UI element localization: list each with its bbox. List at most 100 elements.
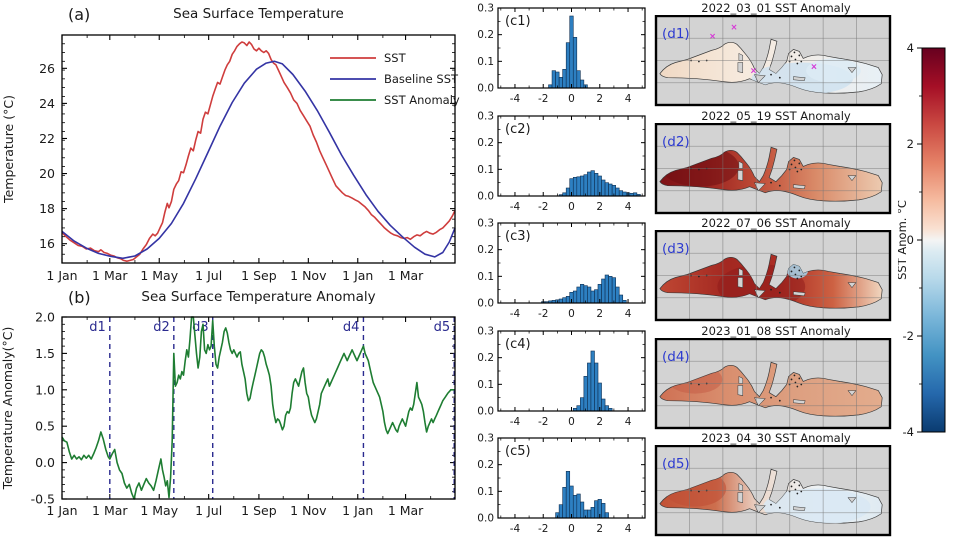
svg-c3-ytick: 0.0	[477, 298, 494, 310]
svg-c1-xtick: 4	[625, 93, 632, 105]
svg-c3-bar	[565, 296, 571, 304]
svg-b-ytick: 1.0	[35, 382, 55, 397]
svg-c3-bar	[615, 286, 620, 304]
svg-d1-island	[793, 76, 806, 81]
svg-c4-xtick: 4	[625, 416, 632, 428]
panel-b-anomaly-chart: Sea Surface Temperature Anomaly (b) Temper…	[0, 287, 462, 538]
svg-d1-panel-label: (d1)	[662, 26, 690, 42]
map-panel-d5: 2023_04_30 SST Anomaly (d5)	[654, 430, 898, 538]
svg-c4-ytick: 0.0	[477, 405, 494, 417]
svg-d3-island	[847, 282, 857, 289]
svg-b-ylabel: Temperature Anomaly(°C)	[0, 327, 15, 491]
svg-c5-bar	[590, 507, 595, 519]
colorbar: 4 2 0 -2 -4 SST Anom. °C	[898, 41, 946, 439]
svg-c4-bar	[580, 397, 585, 412]
svg-c4-xtick: -4	[510, 416, 521, 428]
svg-a-ytick: 26	[39, 61, 55, 76]
svg-a-ytick: 16	[39, 236, 55, 251]
svg-c1-bar	[551, 70, 556, 89]
svg-c2-xtick: 4	[625, 201, 632, 213]
svg-d2-island	[737, 169, 744, 181]
svg-c2-bar	[590, 169, 595, 196]
event-label-d5: d5	[434, 320, 451, 335]
event-label-d1: d1	[89, 320, 106, 335]
svg-a-ytick: 18	[39, 201, 55, 216]
svg-c3-bar	[562, 297, 567, 304]
svg-c4-bar	[576, 405, 581, 412]
svg-c2-panel-label: (c2)	[505, 122, 531, 137]
svg-b-ytick: 1.5	[35, 346, 55, 361]
svg-a-ylabel: Temperature (°C)	[1, 95, 16, 204]
svg-c1-bar	[576, 70, 581, 89]
svg-c1-xtick: 2	[596, 93, 603, 105]
svg-d5-island	[847, 497, 857, 504]
svg-b-ytick: 0.0	[35, 455, 55, 470]
baseline-sst-line	[61, 60, 456, 260]
histogram-c1: -4 -2 0 2 4 0.0 0.1 0.2 0.3 (c1)	[477, 3, 646, 105]
map-panel-d2: 2022_05_19 SST Anomaly (d2)	[654, 108, 898, 216]
map-panel-d4: 2023_01_08 SST Anomaly (d4)	[654, 323, 898, 431]
legend-label-sst: SST	[384, 51, 407, 65]
svg-c3-bar	[604, 274, 609, 304]
svg-c5-bar	[587, 510, 592, 519]
svg-d1-marker-x	[710, 33, 716, 39]
histogram-column: -4 -2 0 2 4 0.0 0.1 0.2 0.3 (c1) -4 -2 0 2 4 0.0 0.1 0.2…	[462, 0, 654, 538]
svg-c5-xtick: 4	[625, 523, 632, 535]
svg-c2-xtick: 2	[596, 201, 603, 213]
svg-c2-bar	[618, 189, 624, 196]
svg-c4-bar	[587, 362, 592, 412]
svg-c2-bar	[587, 171, 592, 196]
svg-c5-ytick: 0.3	[477, 433, 494, 445]
sst-anomaly-line-chart: Sea Surface Temperature Anomaly (b) Temper…	[0, 288, 456, 518]
svg-c1-xtick: -2	[538, 93, 548, 105]
colorbar-tick: -2	[903, 329, 914, 343]
svg-a-panel-label: (a)	[68, 5, 90, 24]
svg-d3-frame	[654, 230, 892, 322]
svg-c3-bar	[608, 276, 613, 304]
colorbar-label: SST Anom. °C	[898, 200, 909, 280]
svg-a-xtick: 1 Jan	[46, 268, 77, 283]
svg-c3-xtick: -2	[538, 308, 548, 320]
svg-c2-bar	[576, 176, 581, 196]
svg-c5-bar	[572, 495, 578, 519]
panel-a-sst-chart: Sea Surface Temperature (a) Temperature (°…	[0, 0, 462, 287]
svg-b-xtick: 1 Mar	[388, 503, 424, 518]
svg-c1-bar	[562, 69, 567, 89]
colorbar-tick: -4	[903, 425, 914, 439]
svg-c1-ytick: 0.1	[477, 56, 494, 68]
svg-d3-island	[793, 291, 806, 297]
svg-c4-xtick: -2	[538, 416, 548, 428]
map-panel-d1: 2022_03_01 SST Anomaly (d1)	[654, 0, 898, 108]
svg-c3-bar	[590, 290, 595, 304]
svg-c1-ytick: 0.2	[477, 29, 494, 41]
svg-c1-ytick: 0.0	[477, 83, 494, 95]
svg-c2-bar	[594, 172, 599, 196]
svg-c4-bar	[583, 375, 588, 412]
svg-c1-xtick: 0	[568, 93, 575, 105]
svg-c3-bar	[572, 290, 578, 304]
svg-a-title: Sea Surface Temperature	[173, 6, 344, 22]
svg-c4-bar	[597, 382, 602, 412]
svg-b-ytick: -0.5	[31, 492, 55, 507]
histogram-c5: -4 -2 0 2 4 0.0 0.1 0.2 0.3 (c5)	[477, 433, 646, 535]
svg-c1-bar	[580, 79, 585, 89]
svg-d4-island	[847, 390, 857, 396]
svg-c4-bar	[590, 350, 595, 412]
svg-c5-xtick: 0	[568, 523, 575, 535]
svg-c2-bar	[580, 175, 585, 196]
svg-c3-bar	[583, 285, 588, 304]
map-title-d4: 2023_01_08 SST Anomaly	[701, 323, 851, 338]
svg-a-xtick: 1 May	[140, 268, 178, 283]
svg-d4-frame	[654, 337, 892, 429]
svg-c5-xtick: -4	[510, 523, 521, 535]
svg-c2-xtick: -2	[538, 201, 548, 213]
svg-c4-bar	[594, 362, 599, 412]
svg-c3-bar	[558, 298, 563, 304]
svg-c1-bar	[565, 42, 571, 89]
colorbar-gradient	[921, 47, 946, 433]
svg-d2-frame	[654, 122, 892, 214]
svg-c2-xtick: -4	[510, 201, 521, 213]
svg-d4-panel-label: (d4)	[662, 349, 690, 365]
map-title-d1: 2022_03_01 SST Anomaly	[701, 1, 851, 15]
